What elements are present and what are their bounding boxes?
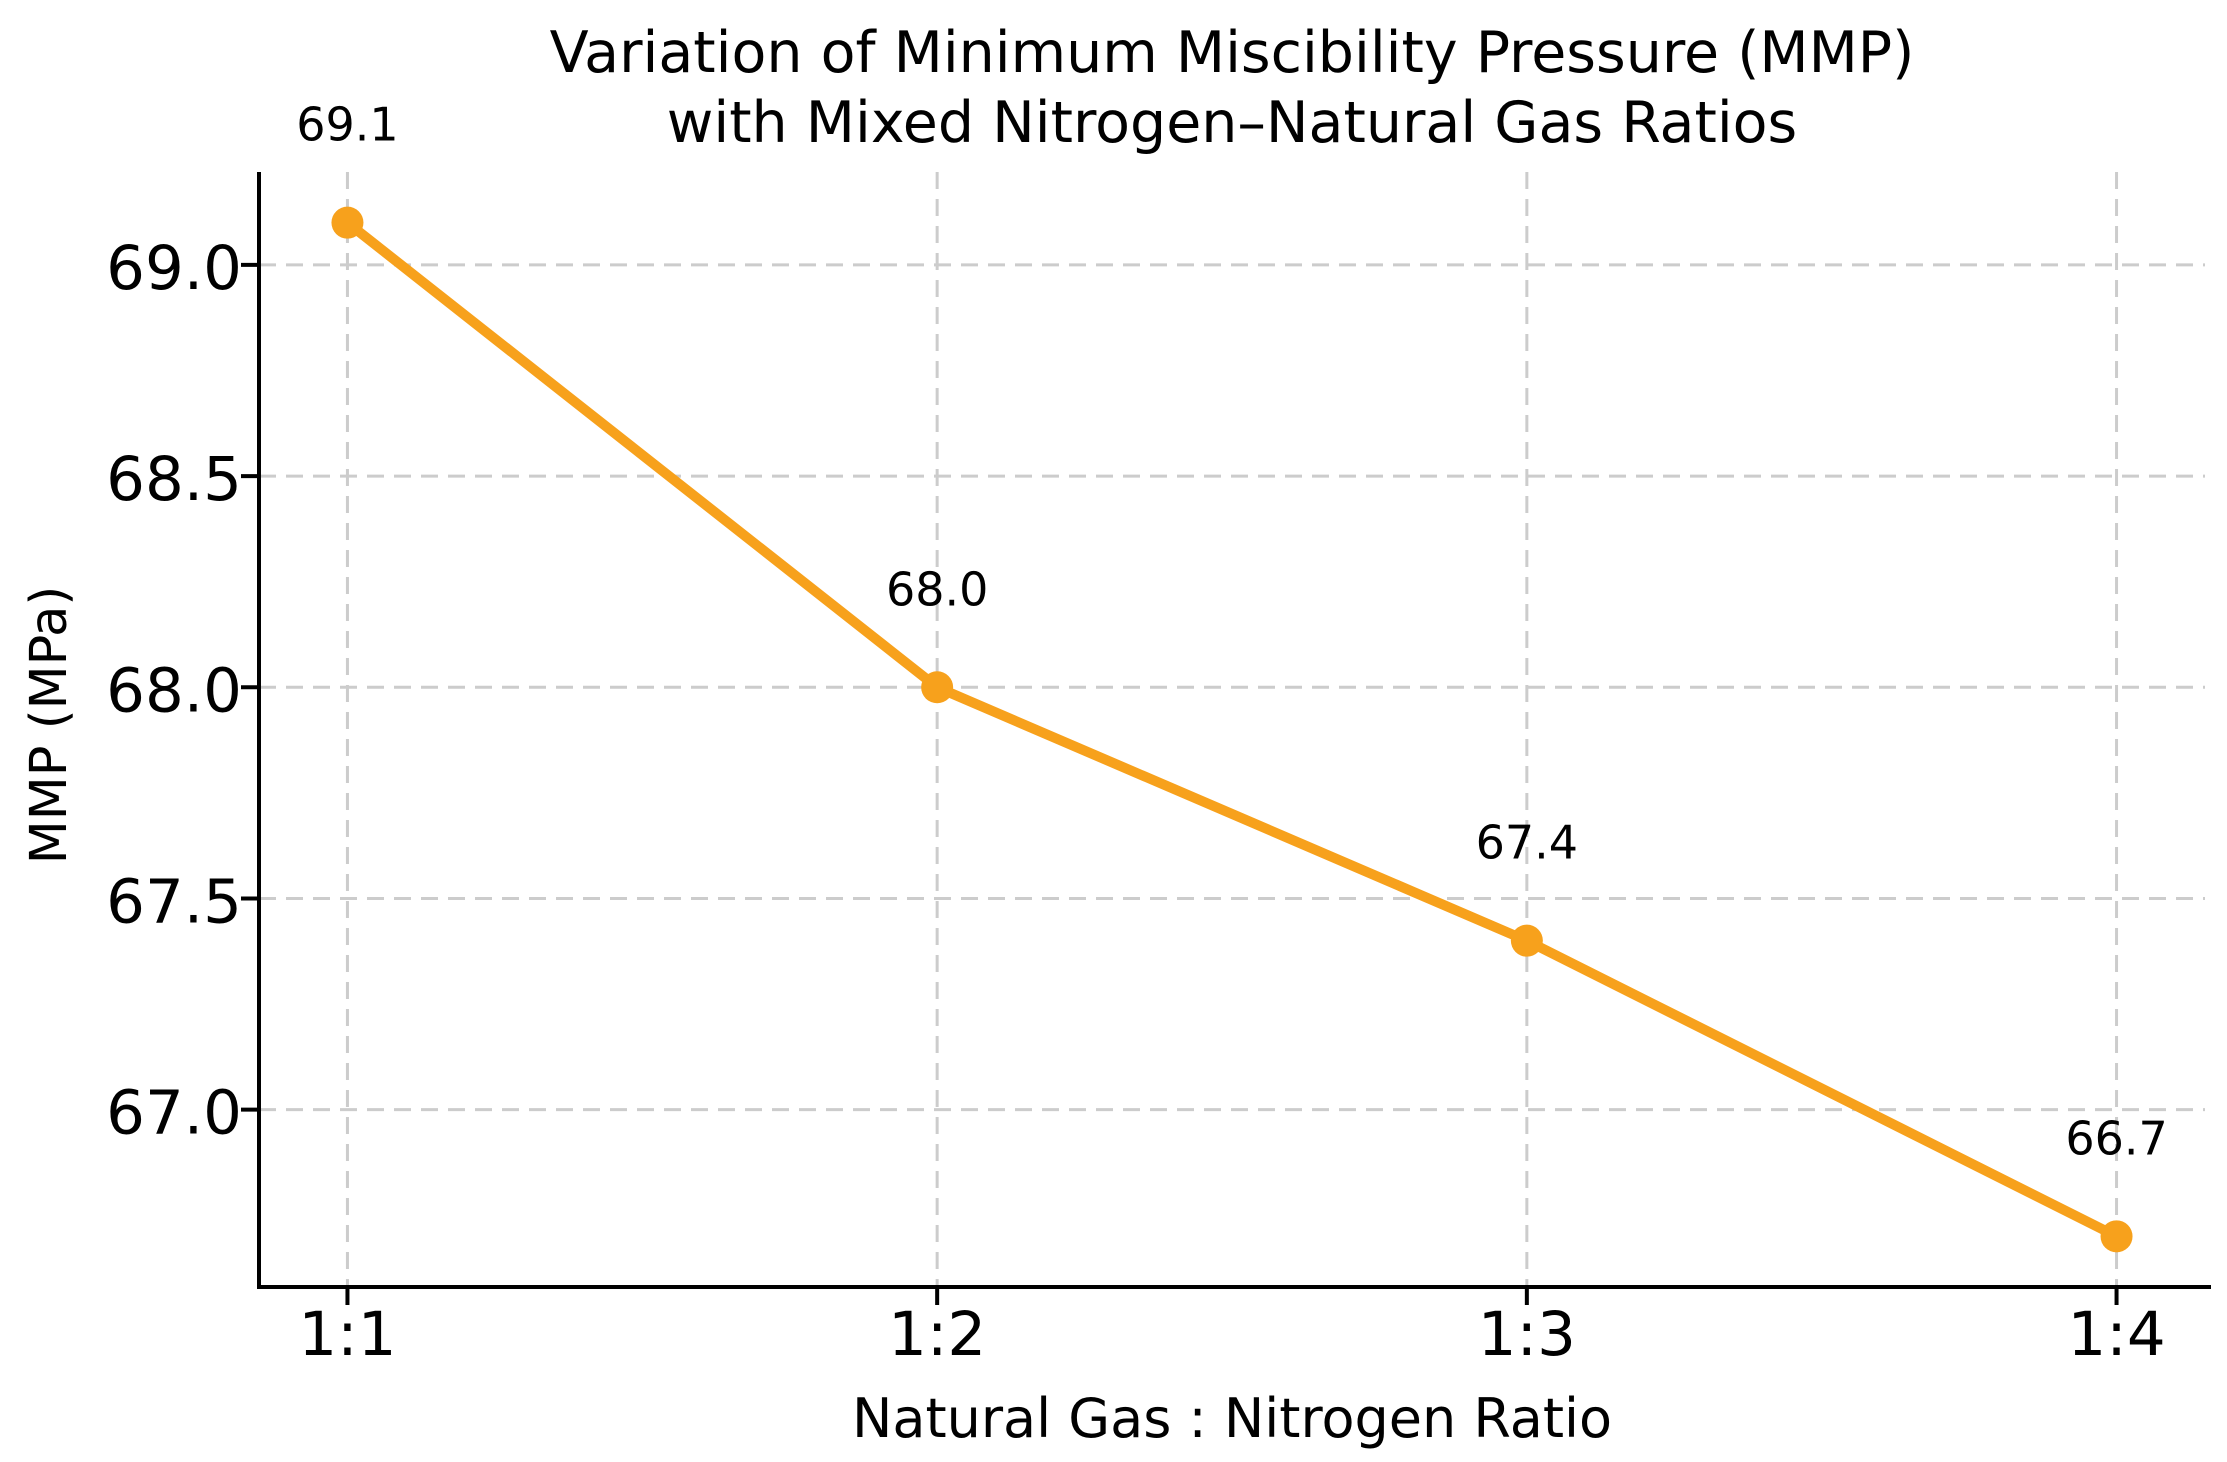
y-tick-label: 67.5 [106,866,242,937]
data-point [921,671,954,704]
x-tick-label: 1:4 [2067,1299,2165,1370]
chart-title-line: Variation of Minimum Miscibility Pressur… [550,20,1915,86]
x-tick-label: 1:2 [888,1299,986,1370]
y-tick-label: 68.0 [106,655,242,726]
data-point [331,206,364,239]
y-tick-label: 67.0 [106,1078,242,1149]
data-point-label: 67.4 [1476,816,1578,870]
y-axis-label: MMP (MPa) [20,586,79,864]
data-point-label: 68.0 [886,562,988,616]
data-point [2100,1220,2133,1253]
x-tick-label: 1:3 [1478,1299,1576,1370]
data-point-label: 69.1 [296,98,398,152]
x-axis-label: Natural Gas : Nitrogen Ratio [852,1387,1612,1450]
chart-title-line: with Mixed Nitrogen–Natural Gas Ratios [667,90,1797,156]
x-tick-label: 1:1 [298,1299,396,1370]
series-line [342,217,2122,1242]
y-tick-label: 68.5 [106,444,242,515]
y-tick-label: 69.0 [106,233,242,304]
data-point [1510,924,1543,957]
data-point-label: 66.7 [2065,1111,2167,1165]
